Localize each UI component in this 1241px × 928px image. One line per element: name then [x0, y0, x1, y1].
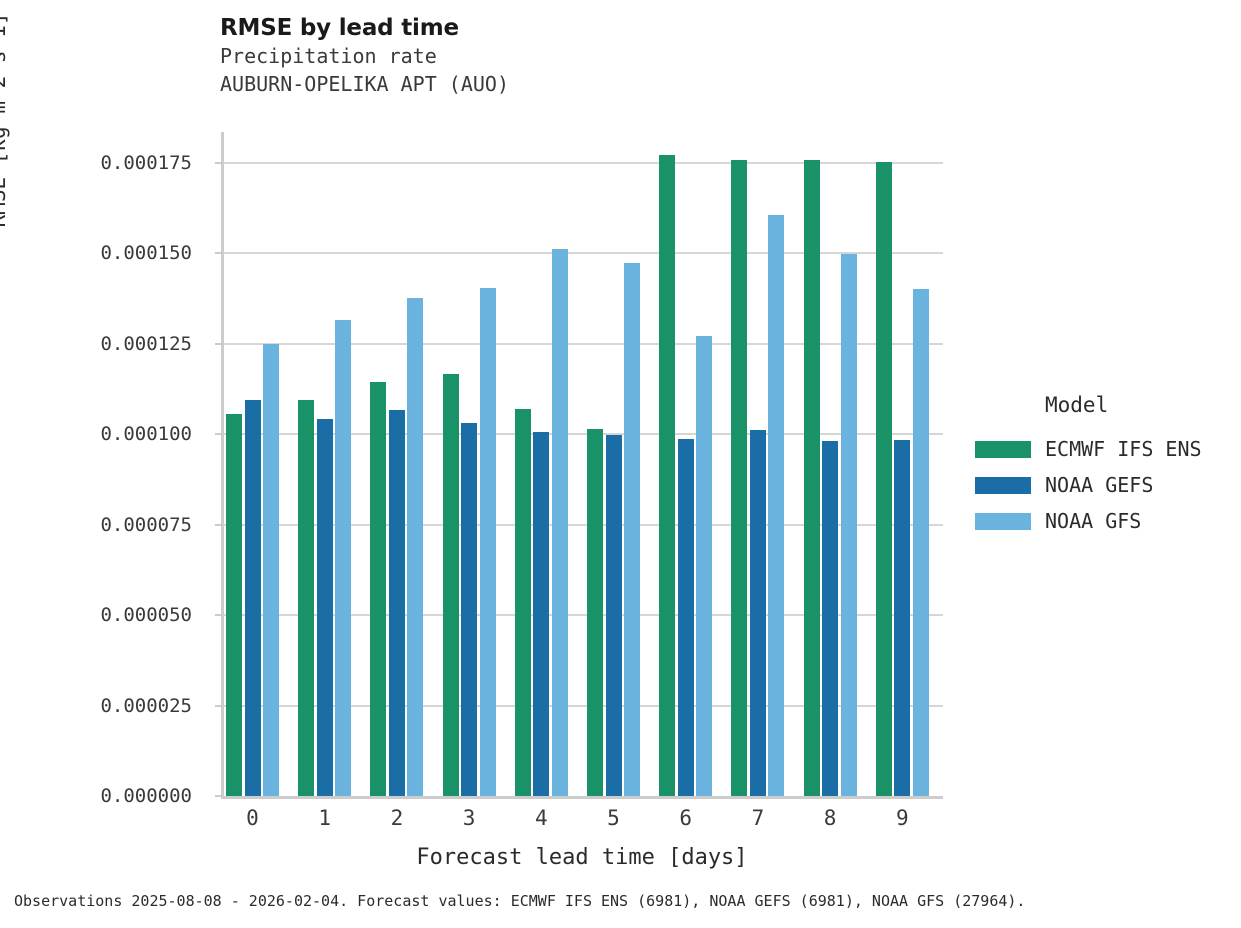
y-axis-tick-labels: 0.000000 0.000025 0.000050 0.000075 0.000100… — [0, 132, 208, 807]
x-axis-tick-label: 9 — [895, 806, 909, 830]
chart-subtitle-variable: Precipitation rate — [220, 44, 437, 68]
y-axis-tick — [215, 523, 222, 526]
y-axis-tick-label: 0.000125 — [100, 332, 192, 355]
plot-area — [215, 132, 943, 799]
gridline — [224, 342, 943, 345]
bar — [587, 429, 603, 796]
x-axis-tick-label: 5 — [607, 806, 620, 830]
legend-title: Model — [1045, 393, 1109, 417]
y-axis-tick — [215, 161, 222, 164]
bar — [731, 159, 748, 796]
bar — [226, 413, 242, 796]
y-axis-tick — [215, 252, 222, 255]
bar — [335, 319, 352, 796]
gridline — [224, 252, 943, 255]
y-axis-tick — [215, 433, 222, 436]
bar — [533, 432, 550, 796]
y-axis-tick-label: 0.000050 — [100, 604, 192, 627]
y-axis-tick-label: 0.000075 — [100, 513, 192, 536]
y-axis-tick-label: 0.000150 — [100, 242, 192, 265]
y-axis-tick-label: 0.000000 — [100, 785, 192, 807]
bar — [677, 438, 694, 796]
gridline — [224, 704, 943, 707]
bar — [822, 441, 839, 796]
y-axis-tick — [215, 614, 222, 617]
footer-note: Observations 2025-08-08 - 2026-02-04. Fo… — [14, 892, 1026, 910]
legend-item[interactable]: NOAA GEFS — [975, 467, 1235, 503]
x-axis-tick-label: 3 — [462, 806, 476, 830]
x-axis-tick-label: 8 — [823, 806, 837, 830]
bar — [551, 248, 568, 796]
bar — [659, 154, 676, 796]
y-axis-line — [221, 132, 224, 796]
x-axis-tick-label: 6 — [679, 806, 693, 830]
bar — [768, 214, 785, 796]
gridline — [224, 523, 943, 526]
legend-color-swatch — [975, 512, 1031, 530]
bar — [461, 423, 478, 796]
bar — [894, 440, 911, 796]
legend-item-label: NOAA GFS — [1045, 509, 1142, 533]
legend-item[interactable]: ECMWF IFS ENS — [975, 431, 1235, 467]
x-axis-title: Forecast lead time [days] — [416, 845, 748, 870]
legend-color-swatch — [975, 476, 1031, 494]
bar — [912, 289, 929, 796]
bar — [244, 399, 261, 796]
legend-item[interactable]: NOAA GFS — [975, 503, 1235, 539]
gridline — [224, 161, 943, 164]
page-title: RMSE by lead time — [220, 15, 459, 41]
bar — [696, 336, 713, 796]
bar — [263, 344, 279, 796]
bar — [442, 374, 459, 796]
bar — [749, 430, 766, 796]
bar — [514, 408, 531, 796]
legend-item-label: ECMWF IFS ENS — [1045, 437, 1202, 461]
legend: Model ECMWF IFS ENS NOAA GEFS NOAA GFS — [975, 393, 1235, 539]
bar — [624, 263, 640, 796]
legend-color-swatch — [975, 440, 1031, 458]
y-axis-tick-label: 0.000100 — [100, 423, 192, 446]
bar — [407, 298, 424, 796]
x-axis-tick-label: 1 — [318, 806, 332, 830]
x-axis-tick-label: 4 — [534, 806, 548, 830]
y-axis-tick — [215, 795, 222, 797]
y-axis-tick-label: 0.000175 — [100, 151, 192, 174]
chart-subtitle-station: AUBURN-OPELIKA APT (AUO) — [220, 72, 509, 96]
x-axis-tick-labels: 0 1 2 3 4 5 6 7 8 9 — [221, 806, 943, 840]
y-axis-tick — [215, 342, 222, 345]
bar — [840, 253, 857, 796]
bar — [479, 288, 496, 796]
bar — [370, 381, 387, 796]
gridline — [224, 614, 943, 617]
x-axis-tick-label: 7 — [751, 806, 765, 830]
bar — [803, 159, 820, 796]
legend-item-label: NOAA GEFS — [1045, 473, 1154, 497]
bar — [875, 161, 892, 796]
title-block: RMSE by lead time Precipitation rate AUB… — [220, 14, 509, 98]
y-axis-tick — [215, 704, 222, 707]
gridline — [224, 433, 943, 436]
legend-entries: ECMWF IFS ENS NOAA GEFS NOAA GFS — [975, 431, 1235, 539]
bar — [298, 399, 315, 796]
bar — [388, 409, 405, 796]
x-axis-line — [221, 796, 943, 799]
y-axis-tick-label: 0.000025 — [100, 694, 192, 717]
bar — [316, 418, 333, 796]
bar — [605, 435, 622, 796]
x-axis-tick-label: 2 — [390, 806, 404, 830]
x-axis-tick-label: 0 — [246, 806, 259, 830]
